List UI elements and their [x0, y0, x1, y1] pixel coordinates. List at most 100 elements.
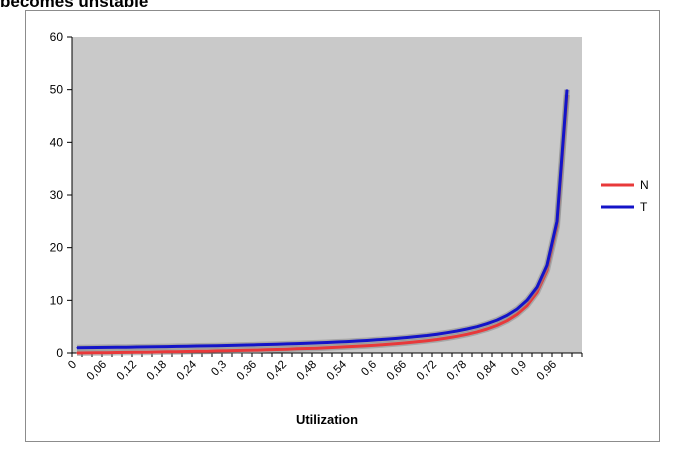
x-tick-label: 0,18 — [145, 359, 169, 383]
series-N-point — [516, 313, 518, 315]
series-N-point — [186, 350, 188, 353]
x-tick-label: 0,36 — [235, 359, 259, 383]
series-N-point — [456, 335, 458, 337]
series-N-point — [296, 348, 298, 350]
series-N-point — [136, 351, 138, 353]
series-N-point — [386, 343, 388, 346]
series-N-point — [356, 345, 358, 347]
series-T-point — [246, 344, 248, 346]
series-T-point — [126, 346, 128, 348]
series-T-point — [506, 314, 508, 316]
y-tick-label: 10 — [50, 293, 64, 307]
x-tick-label: 0,12 — [115, 359, 139, 383]
series-N-point — [226, 350, 228, 352]
x-tick-label: 0,9 — [509, 359, 529, 379]
series-N-point — [496, 324, 498, 326]
series-T-point — [516, 308, 518, 310]
legend: NT — [601, 178, 649, 214]
series-N-point — [246, 349, 248, 351]
y-tick-label: 60 — [50, 30, 64, 44]
series-T-line — [76, 89, 569, 350]
series-layer — [76, 89, 570, 356]
series-N-point — [126, 351, 128, 354]
series-T-point — [436, 333, 438, 335]
series-T-point — [226, 344, 228, 347]
series-T-point — [106, 346, 108, 349]
series-T-point — [356, 340, 358, 342]
series-N-point — [376, 344, 378, 346]
x-tick-label: 0,6 — [359, 359, 379, 379]
y-tick-label: 20 — [50, 241, 64, 255]
series-T-point — [566, 89, 568, 91]
series-N-line — [76, 94, 569, 355]
series-T-point — [196, 345, 198, 347]
series-T-point — [496, 319, 498, 321]
series-T-point — [96, 346, 98, 349]
series-T-point — [426, 334, 428, 337]
legend-label-T: T — [640, 200, 648, 214]
series-T-point — [156, 346, 158, 348]
series-T-point — [446, 332, 448, 334]
series-T-point — [76, 347, 78, 349]
legend-label-N: N — [640, 178, 649, 192]
series-N-point — [406, 342, 408, 344]
series-N-point — [476, 331, 478, 333]
x-tick-label: 0,06 — [85, 359, 109, 383]
y-tick-label: 30 — [50, 188, 64, 202]
series-T-point — [266, 343, 268, 346]
x-tick-label: 0,54 — [325, 358, 350, 383]
series-N-point — [116, 351, 118, 354]
series-T-point — [476, 326, 478, 328]
series-T-point — [176, 345, 178, 348]
x-axis-label: Utilization — [296, 412, 358, 427]
series-T-point — [216, 345, 218, 347]
series-T-point — [416, 335, 418, 338]
series-N-point — [256, 349, 258, 351]
x-tick-label: 0,3 — [209, 359, 229, 379]
series-N-point — [106, 352, 108, 354]
series-N-point — [346, 346, 348, 348]
series-N-point — [506, 320, 508, 322]
y-tick-label: 0 — [56, 346, 63, 360]
series-N-point — [156, 351, 158, 353]
series-N-point — [206, 350, 208, 352]
series-N-point — [316, 347, 318, 349]
series-T-point — [396, 337, 398, 339]
series-N-point — [426, 340, 428, 342]
x-axis: 0 0,06 0,12 0,18 0,24 0,3 0,36 0,42 0,48 0,54 0,6 0… — [66, 352, 583, 383]
series-T-point — [456, 330, 458, 332]
series-T-point — [86, 347, 88, 349]
series-N-point — [276, 348, 278, 351]
series-N-point — [416, 341, 418, 343]
x-tick-label: 0,84 — [475, 358, 500, 383]
series-T-point — [206, 345, 208, 347]
series-T-point — [556, 220, 558, 222]
series-T-point — [536, 286, 538, 288]
series-T-point — [336, 341, 338, 343]
series-T-point — [376, 339, 378, 341]
series-N-point — [526, 305, 528, 307]
series-N-point — [396, 343, 398, 345]
series-T-point — [166, 345, 168, 348]
series-T-point — [296, 342, 298, 345]
series-T-point — [276, 343, 278, 345]
series-N-point — [326, 347, 328, 349]
series-T-point — [366, 339, 368, 342]
series-T-point — [526, 299, 528, 301]
series-N-point — [176, 351, 178, 353]
x-tick-label: 0,24 — [175, 358, 200, 383]
series-N-point — [86, 352, 88, 354]
series-N-point — [436, 338, 438, 341]
x-tick-label: 0,42 — [265, 359, 289, 383]
x-tick-label: 0,78 — [445, 359, 469, 383]
series-T-point — [236, 344, 238, 346]
x-tick-label: 0,48 — [295, 359, 319, 383]
series-N-point — [286, 348, 288, 350]
series-T-point — [186, 345, 188, 347]
series-N-point — [306, 347, 308, 350]
series-N-point — [266, 349, 268, 351]
series-N-point — [446, 337, 448, 339]
series-T-point — [546, 264, 548, 266]
series-T-point — [256, 344, 258, 346]
